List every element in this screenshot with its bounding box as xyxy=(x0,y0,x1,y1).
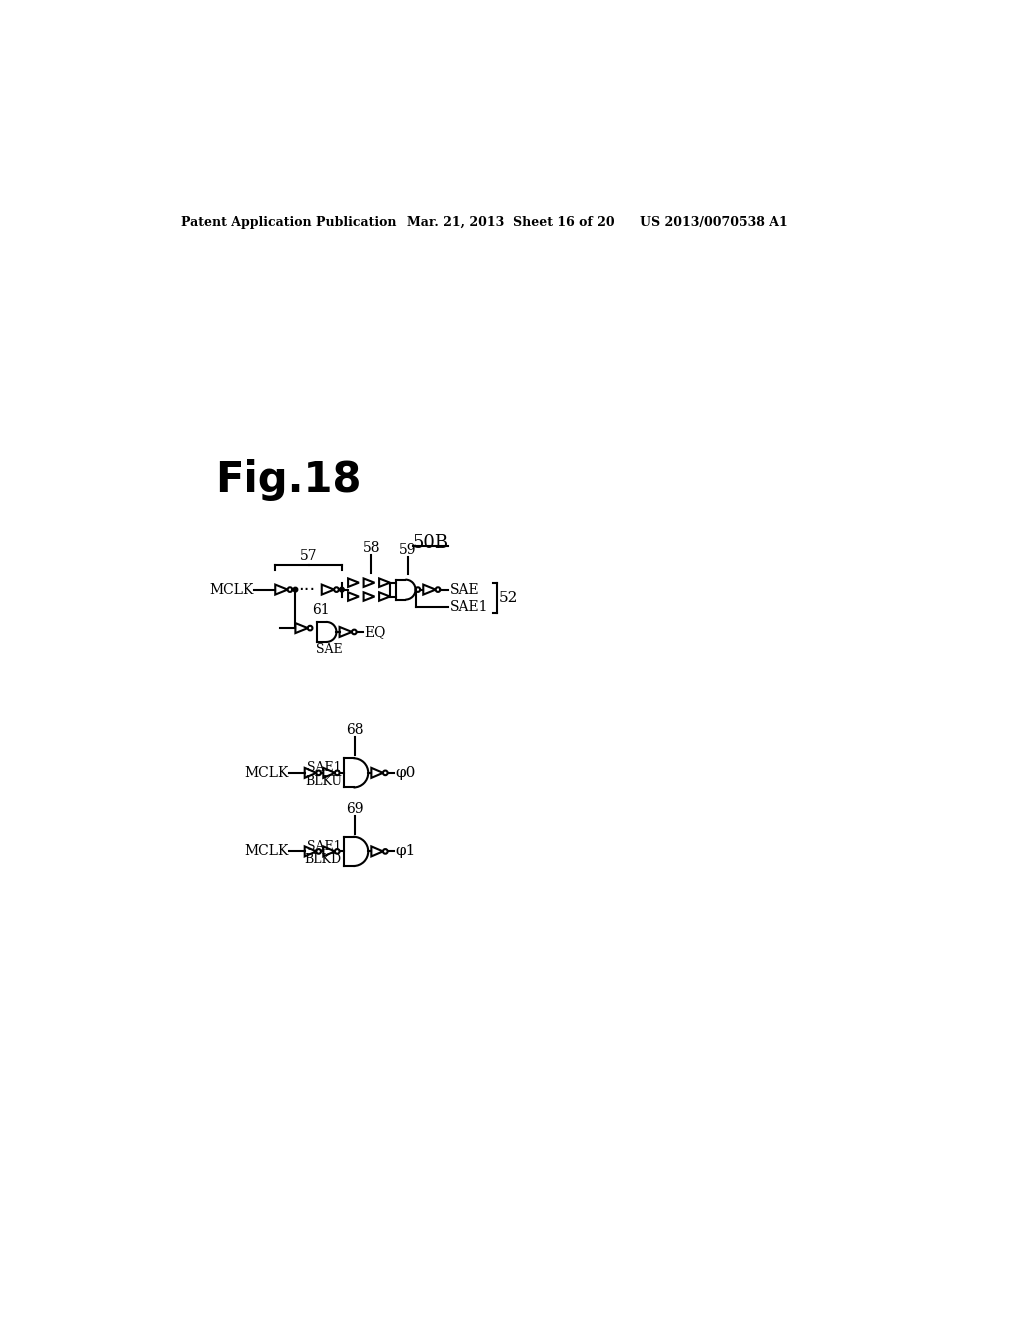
Circle shape xyxy=(340,587,344,591)
Text: φ1: φ1 xyxy=(395,845,416,858)
Text: 61: 61 xyxy=(312,603,330,618)
Text: SAE1: SAE1 xyxy=(307,840,342,853)
Text: 59: 59 xyxy=(399,544,417,557)
Text: 58: 58 xyxy=(362,541,380,554)
Text: 57: 57 xyxy=(300,549,317,562)
Text: BLKD: BLKD xyxy=(305,853,342,866)
Text: 52: 52 xyxy=(500,591,518,605)
Text: Patent Application Publication: Patent Application Publication xyxy=(180,216,396,230)
Text: Fig.18: Fig.18 xyxy=(215,459,361,500)
Text: SAE1: SAE1 xyxy=(307,760,342,774)
Text: 50B: 50B xyxy=(413,535,449,552)
Text: 68: 68 xyxy=(346,723,364,738)
Text: BLKU: BLKU xyxy=(305,775,342,788)
Text: φ0: φ0 xyxy=(395,766,416,780)
Text: SAE1: SAE1 xyxy=(450,599,488,614)
Text: ···: ··· xyxy=(298,581,315,599)
Circle shape xyxy=(293,587,298,591)
Text: US 2013/0070538 A1: US 2013/0070538 A1 xyxy=(640,216,787,230)
Text: MCLK: MCLK xyxy=(209,582,254,597)
Text: EQ: EQ xyxy=(365,624,386,639)
Text: SAE: SAE xyxy=(315,643,342,656)
Text: 69: 69 xyxy=(346,803,364,816)
Text: SAE: SAE xyxy=(450,582,479,597)
Text: Mar. 21, 2013  Sheet 16 of 20: Mar. 21, 2013 Sheet 16 of 20 xyxy=(407,216,614,230)
Text: MCLK: MCLK xyxy=(245,845,289,858)
Text: MCLK: MCLK xyxy=(245,766,289,780)
